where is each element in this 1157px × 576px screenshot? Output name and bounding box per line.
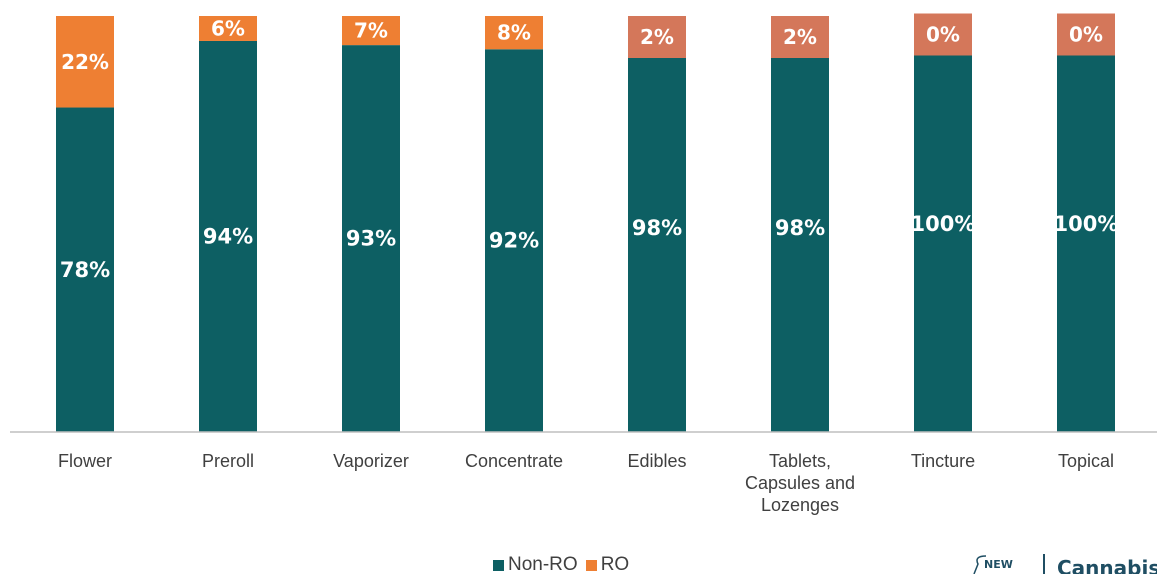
label-non-ro-6: 100% (911, 212, 976, 236)
bar-non-ro-3 (485, 49, 543, 432)
brand-logo: NEW Cannabis (960, 550, 1157, 574)
bar-non-ro-1 (199, 40, 257, 433)
category-label-3: Concentrate (465, 451, 563, 471)
label-ro-0: 22% (61, 50, 109, 74)
bar-non-ro-7 (1057, 16, 1115, 432)
label-box-ro-7 (1057, 13, 1115, 56)
legend-swatch-ro (585, 559, 597, 571)
logo-name: Cannabis (1057, 556, 1157, 574)
category-label-6: Tincture (911, 451, 975, 471)
logo-prefix: NEW (984, 558, 1013, 571)
bar-non-ro-6 (914, 16, 972, 432)
label-ro-6: 0% (926, 23, 960, 47)
category-label-5: Tablets, Capsules and Lozenges (745, 451, 855, 515)
label-non-ro-7: 100% (1054, 212, 1119, 236)
category-label-7: Topical (1058, 451, 1114, 471)
label-ro-7: 0% (1069, 23, 1103, 47)
legend-label-ro: RO (600, 554, 630, 575)
bar-ro-2 (342, 16, 400, 46)
bar-ro-3 (485, 16, 543, 50)
label-ro-4: 2% (640, 25, 674, 49)
legend: Non-RO RO (493, 554, 637, 576)
bar-non-ro-0 (56, 107, 114, 433)
label-non-ro-4: 98% (632, 216, 682, 240)
legend-item-non-ro: Non-RO (493, 554, 578, 576)
label-ro-2: 7% (354, 19, 388, 43)
label-non-ro-5: 98% (775, 216, 825, 240)
bar-non-ro-2 (342, 45, 400, 433)
category-label-0: Flower (58, 451, 112, 471)
label-ro-1: 6% (211, 16, 245, 40)
bar-non-ro-4 (628, 24, 686, 432)
category-label-4: Edibles (627, 451, 686, 471)
label-ro-5: 2% (783, 25, 817, 49)
label-ro-3: 8% (497, 21, 531, 45)
bar-non-ro-5 (771, 24, 829, 432)
bar-ro-1 (199, 16, 257, 41)
label-box-ro-6 (914, 13, 972, 56)
logo-divider (1043, 554, 1045, 574)
label-non-ro-0: 78% (60, 258, 110, 282)
label-non-ro-1: 94% (203, 224, 253, 248)
label-non-ro-2: 93% (346, 227, 396, 251)
bars-group: 78% 22% 94% 6% 93% 7% 92% 8% 98% 2% 98% 2% 100% 0% 100… (56, 13, 1119, 433)
category-labels: Flower Preroll Vaporizer Concentrate Edibles… (58, 451, 1114, 515)
legend-item-ro: RO (585, 554, 630, 576)
category-label-1: Preroll (202, 451, 254, 471)
label-non-ro-3: 92% (489, 229, 539, 253)
label-box-ro-4 (628, 16, 686, 58)
state-outline-icon (973, 555, 987, 574)
bar-ro-0 (56, 16, 114, 108)
label-box-ro-5 (771, 16, 829, 58)
legend-swatch-non-ro (493, 559, 504, 571)
legend-label-non-ro: Non-RO (508, 554, 578, 575)
category-label-2: Vaporizer (333, 451, 409, 471)
